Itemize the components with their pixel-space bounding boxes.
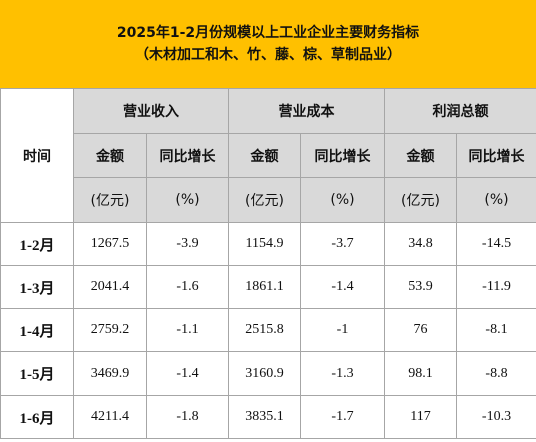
table-cell: -1.1 [146,308,229,352]
row-label: 1-3月 [0,265,74,309]
sub-header: 金额 [228,133,301,178]
table-cell: -14.5 [456,222,536,266]
title-line-1: 2025年1-2月份规模以上工业企业主要财务指标 [116,25,420,41]
title-banner: 2025年1-2月份规模以上工业企业主要财务指标 （木材加工和木、竹、藤、棕、草… [0,0,536,88]
table-cell: -1.7 [300,395,385,439]
table-cell: 117 [384,395,457,439]
unit-header: (%) [300,177,385,223]
table-cell: 98.1 [384,351,457,396]
table-cell: -8.8 [456,351,536,396]
table-cell: 1154.9 [228,222,301,266]
row-label: 1-5月 [0,351,74,396]
table-cell: -1.3 [300,351,385,396]
group-header-revenue: 营业收入 [73,88,229,134]
table-cell: -1.4 [146,351,229,396]
row-label: 1-4月 [0,308,74,352]
table-cell: -1.8 [146,395,229,439]
unit-header: (%) [146,177,229,223]
table-cell: -1.6 [146,265,229,309]
table-cell: 3160.9 [228,351,301,396]
unit-header: (亿元) [73,177,147,223]
title-line-2: （木材加工和木、竹、藤、棕、草制品业） [135,47,401,63]
sub-header: 同比增长 [300,133,385,178]
sub-header: 同比增长 [456,133,536,178]
table-cell: -3.9 [146,222,229,266]
group-header-cost: 营业成本 [228,88,385,134]
row-label: 1-6月 [0,395,74,439]
table-cell: 1267.5 [73,222,147,266]
table-cell: 53.9 [384,265,457,309]
table-cell: -8.1 [456,308,536,352]
row-label: 1-2月 [0,222,74,266]
table-cell: -1.4 [300,265,385,309]
table-cell: -11.9 [456,265,536,309]
table-row: 1-5月 3469.9 -1.4 3160.9 -1.3 98.1 -8.8 [0,351,536,396]
table-cell: 2515.8 [228,308,301,352]
table-cell: -1 [300,308,385,352]
time-header: 时间 [0,88,74,223]
table-cell: -10.3 [456,395,536,439]
table-cell: 2759.2 [73,308,147,352]
sub-header: 金额 [73,133,147,178]
table-cell: 1861.1 [228,265,301,309]
table-cell: -3.7 [300,222,385,266]
unit-header: (%) [456,177,536,223]
table-row: 1-4月 2759.2 -1.1 2515.8 -1 76 -8.1 [0,308,536,352]
table-cell: 34.8 [384,222,457,266]
group-header-profit: 利润总额 [384,88,536,134]
unit-header: (亿元) [384,177,457,223]
financial-table: 时间 营业收入 营业成本 利润总额 金额 同比增长 金额 同比增长 金额 同比增… [0,88,536,439]
table-cell: 4211.4 [73,395,147,439]
table-cell: 3835.1 [228,395,301,439]
sub-header: 金额 [384,133,457,178]
table-cell: 2041.4 [73,265,147,309]
sub-header: 同比增长 [146,133,229,178]
table-cell: 3469.9 [73,351,147,396]
table-row: 1-2月 1267.5 -3.9 1154.9 -3.7 34.8 -14.5 [0,222,536,266]
unit-header: (亿元) [228,177,301,223]
table-row: 1-6月 4211.4 -1.8 3835.1 -1.7 117 -10.3 [0,395,536,439]
table-cell: 76 [384,308,457,352]
table-row: 1-3月 2041.4 -1.6 1861.1 -1.4 53.9 -11.9 [0,265,536,309]
